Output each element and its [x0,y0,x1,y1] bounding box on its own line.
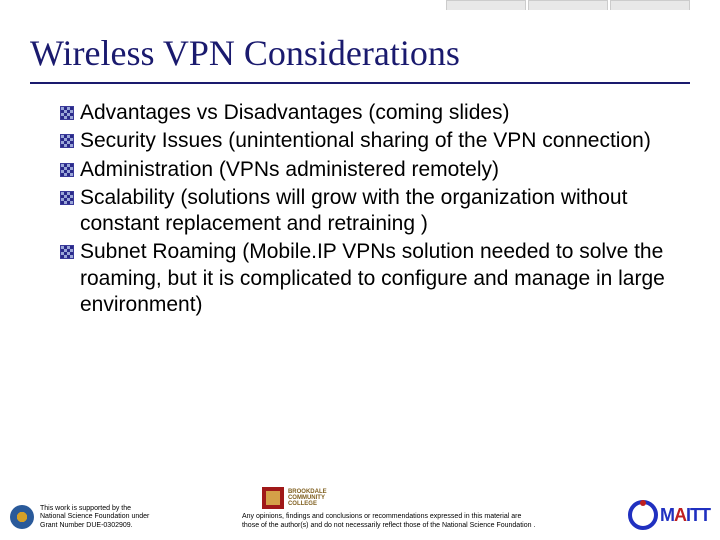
maitt-m: M [660,505,674,525]
tab [446,0,526,10]
footer-right: MAITT [628,500,710,530]
brookdale-icon [262,487,284,509]
list-item: Security Issues (unintentional sharing o… [60,128,680,154]
bullet-icon [60,134,74,148]
bullet-text: Scalability (solutions will grow with th… [80,185,680,238]
bullet-text: Subnet Roaming (Mobile.IP VPNs solution … [80,239,680,318]
nsf-line: National Science Foundation under [40,513,149,521]
bullet-icon [60,191,74,205]
nsf-attribution: This work is supported by the National S… [40,505,149,530]
list-item: Subnet Roaming (Mobile.IP VPNs solution … [60,239,680,318]
brookdale-line: COLLEGE [288,501,327,507]
bullet-text: Security Issues (unintentional sharing o… [80,128,651,154]
bullet-text: Administration (VPNs administered remote… [80,157,499,183]
maitt-ring-icon [628,500,658,530]
footer-center: BROOKDALE COMMUNITY COLLEGE Any opinions… [242,487,535,530]
bullet-text: Advantages vs Disadvantages (coming slid… [80,100,510,126]
nsf-line: This work is supported by the [40,505,149,513]
maitt-wordmark: MAITT [660,505,710,526]
disclaimer-line: Any opinions, findings and conclusions o… [242,513,535,521]
disclaimer: Any opinions, findings and conclusions o… [242,513,535,530]
bullet-list: Advantages vs Disadvantages (coming slid… [60,100,680,320]
title-underline [30,82,690,84]
brookdale-text: BROOKDALE COMMUNITY COLLEGE [288,489,327,507]
list-item: Scalability (solutions will grow with th… [60,185,680,238]
disclaimer-line: those of the author(s) and do not necess… [242,522,535,530]
footer: This work is supported by the National S… [10,487,710,530]
list-item: Administration (VPNs administered remote… [60,157,680,183]
footer-left: This work is supported by the National S… [10,505,149,530]
bullet-icon [60,106,74,120]
maitt-logo: MAITT [628,500,710,530]
nsf-logo-icon [10,505,34,529]
brookdale-logo: BROOKDALE COMMUNITY COLLEGE [262,487,327,509]
tab [610,0,690,10]
tab-strip [446,0,690,10]
list-item: Advantages vs Disadvantages (coming slid… [60,100,680,126]
nsf-line: Grant Number DUE-0302909. [40,522,149,530]
bullet-icon [60,163,74,177]
slide-title: Wireless VPN Considerations [30,32,460,74]
tab [528,0,608,10]
bullet-icon [60,245,74,259]
maitt-itt: ITT [686,505,710,525]
maitt-a: A [674,505,686,525]
